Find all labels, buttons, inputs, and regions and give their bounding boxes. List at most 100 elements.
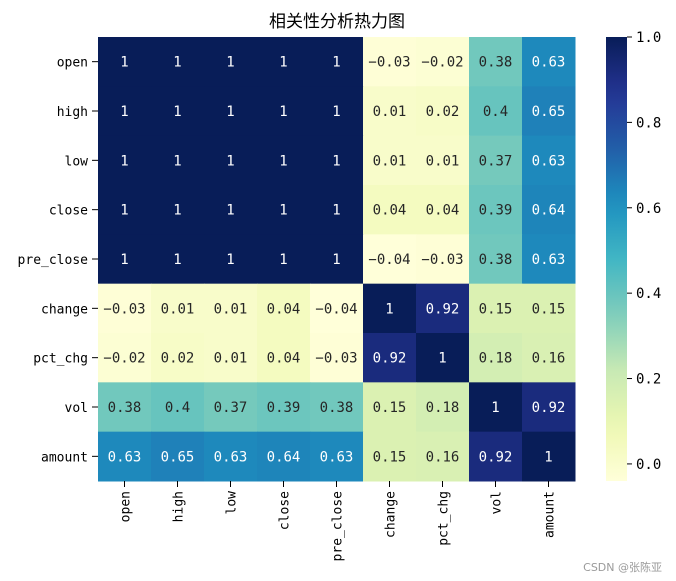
cell-value-label: 0.01 — [214, 351, 248, 367]
heatmap-cell — [257, 283, 311, 334]
cell-value-label: 1 — [332, 104, 340, 120]
cell-value-label: 1 — [332, 252, 340, 268]
heatmap-cell — [416, 86, 470, 137]
heatmap-cell — [151, 37, 205, 87]
chart-title: 相关性分析热力图 — [269, 12, 405, 32]
heatmap-cell — [98, 234, 152, 285]
heatmap-cell — [469, 135, 523, 186]
heatmap-cell — [151, 382, 205, 433]
heatmap-cell — [257, 37, 311, 87]
cell-value-label: 1 — [173, 104, 181, 120]
heatmap-cell — [469, 431, 523, 482]
heatmap-cell — [363, 333, 417, 383]
heatmap-cell — [363, 185, 417, 235]
cell-value-label: 0.65 — [161, 449, 195, 465]
cell-value-label: 1 — [279, 203, 287, 219]
heatmap-cell — [98, 37, 152, 87]
heatmap-cell — [257, 431, 311, 482]
x-axis-tick-labels: open high low close pre_close change pct_chg vo… — [119, 481, 558, 561]
cell-value-label: 1 — [332, 153, 340, 169]
x-tick-label: high — [172, 491, 187, 522]
heatmap-cell — [310, 431, 364, 482]
heatmap-cell — [363, 382, 417, 433]
cell-value-label: 1 — [120, 203, 128, 219]
heatmap-cell — [98, 86, 152, 137]
cell-value-label: 0.37 — [479, 153, 513, 169]
cell-value-label: 0.04 — [373, 203, 407, 219]
heatmap-cell — [204, 185, 258, 235]
heatmap-cell — [98, 333, 152, 383]
cell-value-label: 0.04 — [426, 203, 460, 219]
heatmap-cell — [469, 234, 523, 285]
cell-value-label: 0.65 — [532, 104, 566, 120]
heatmap-cell — [151, 333, 205, 383]
heatmap-cell — [98, 431, 152, 482]
y-tick-label: pre_close — [18, 253, 89, 268]
heatmap-cells: 1 1 1 1 1 −0.03 −0.02 0.38 0.63 1 1 1 1 1 0.01 0.02 0.4 0… — [98, 37, 576, 482]
cell-value-label: 0.92 — [532, 400, 566, 416]
heatmap-cell — [469, 185, 523, 235]
heatmap-cell — [416, 234, 470, 285]
cell-value-label: 0.01 — [373, 104, 407, 120]
cell-value-label: 0.39 — [267, 400, 301, 416]
cell-value-label: 1 — [226, 252, 234, 268]
heatmap-cell — [416, 135, 470, 186]
cell-value-label: 1 — [120, 252, 128, 268]
cell-value-label: 1 — [279, 104, 287, 120]
cell-value-label: 0.92 — [373, 351, 407, 367]
heatmap-cell — [310, 37, 364, 87]
heatmap-cell — [257, 185, 311, 235]
cell-value-label: 0.92 — [426, 301, 460, 317]
cell-value-label: 0.15 — [373, 400, 407, 416]
cell-value-label: −0.03 — [368, 55, 410, 71]
heatmap-cell — [257, 135, 311, 186]
heatmap-cell — [416, 37, 470, 87]
cell-value-label: 0.16 — [426, 449, 460, 465]
heatmap-cell — [151, 234, 205, 285]
cell-value-label: 0.64 — [532, 203, 566, 219]
x-tick-label: amount — [543, 491, 558, 538]
cell-value-label: −0.02 — [103, 351, 145, 367]
y-tick-label: pct_chg — [33, 352, 88, 367]
heatmap-cell — [204, 283, 258, 334]
y-tick-label: open — [57, 56, 88, 71]
heatmap-cell — [151, 431, 205, 482]
heatmap-cell — [522, 283, 576, 334]
cell-value-label: 0.18 — [479, 351, 513, 367]
heatmap-cell — [257, 234, 311, 285]
heatmap-cell — [416, 431, 470, 482]
x-tick-label: low — [225, 491, 240, 515]
heatmap-cell — [416, 382, 470, 433]
cell-value-label: 0.37 — [214, 400, 248, 416]
cell-value-label: 1 — [491, 400, 499, 416]
heatmap-cell — [98, 382, 152, 433]
heatmap-cell — [310, 234, 364, 285]
heatmap-cell — [416, 283, 470, 334]
cell-value-label: −0.02 — [421, 55, 463, 71]
cell-value-label: 1 — [120, 104, 128, 120]
heatmap-cell — [98, 135, 152, 186]
cell-value-label: 0.4 — [165, 400, 190, 416]
colorbar: 0.0 0.2 0.4 0.6 0.8 1.0 — [606, 30, 661, 481]
heatmap-cell — [98, 185, 152, 235]
x-tick-label: open — [119, 491, 134, 522]
cell-value-label: 0.39 — [479, 203, 513, 219]
colorbar-tick-label: 0.8 — [636, 115, 661, 131]
heatmap-cell — [363, 431, 417, 482]
cell-value-label: 0.04 — [267, 351, 301, 367]
y-tick-label: low — [65, 154, 89, 169]
x-tick-label: change — [384, 491, 399, 538]
cell-value-label: 0.01 — [426, 153, 460, 169]
heatmap-cell — [257, 86, 311, 137]
heatmap-cell — [416, 333, 470, 383]
heatmap-cell — [363, 86, 417, 137]
heatmap-cell — [522, 185, 576, 235]
heatmap-cell — [151, 185, 205, 235]
cell-value-label: 1 — [173, 203, 181, 219]
x-tick-label: pct_chg — [437, 491, 452, 546]
cell-value-label: 1 — [226, 104, 234, 120]
heatmap-cell — [310, 333, 364, 383]
heatmap-cell — [98, 283, 152, 334]
cell-value-label: 1 — [544, 449, 552, 465]
